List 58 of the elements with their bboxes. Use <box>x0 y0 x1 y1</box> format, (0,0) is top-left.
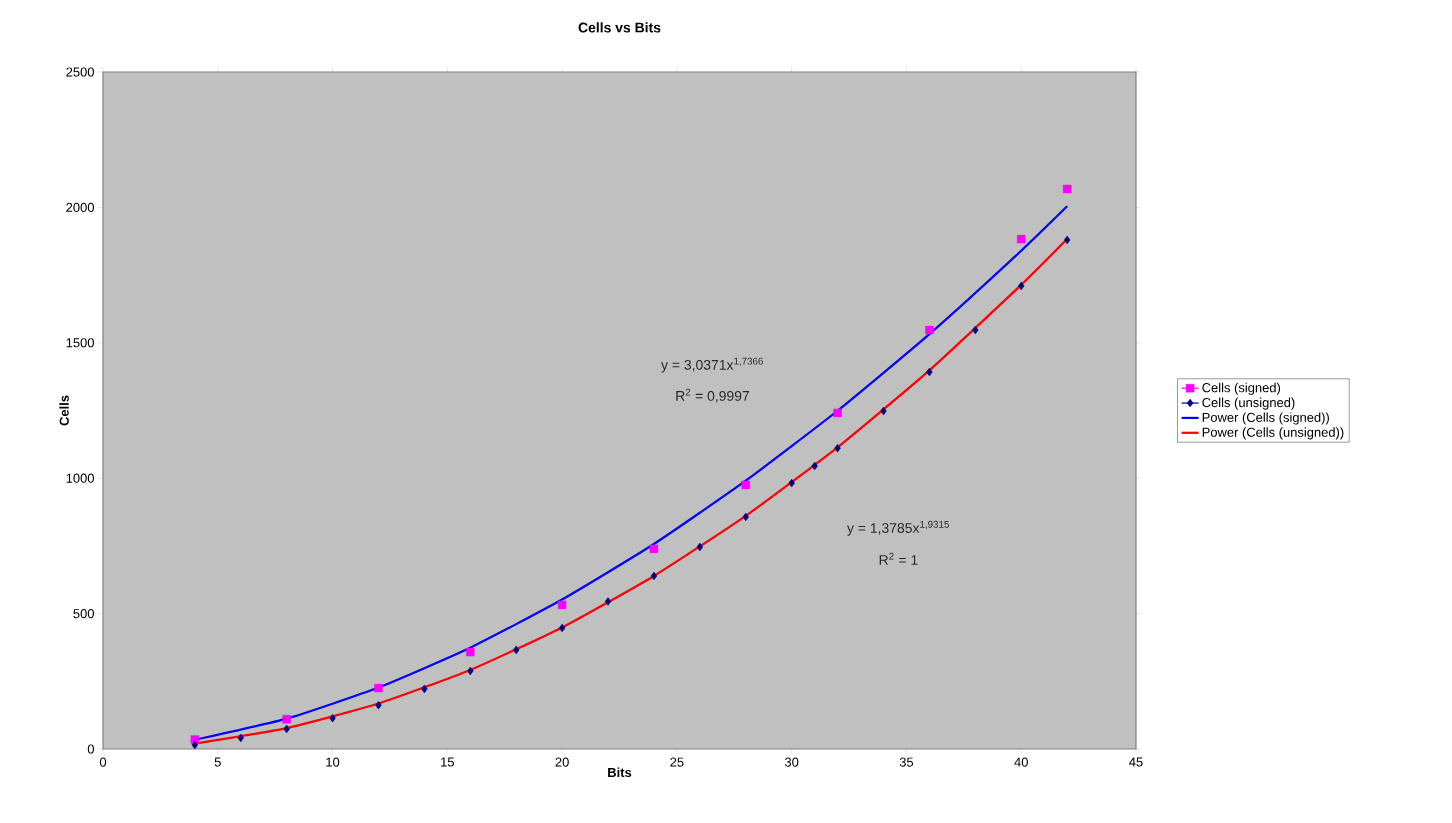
point <box>466 647 475 657</box>
x-tick-label: 30 <box>784 757 799 767</box>
point <box>834 443 841 453</box>
point <box>237 733 244 743</box>
point <box>282 715 291 724</box>
point <box>1018 281 1025 291</box>
x-tick-label: 0 <box>99 757 107 767</box>
point <box>650 571 658 581</box>
point <box>880 406 887 416</box>
point <box>649 544 659 554</box>
annotation: R$^{2}$ = 1 <box>879 552 918 565</box>
annotation: R$^{2}$ = 0,9997 <box>676 388 750 403</box>
x-tick-label: 5 <box>214 757 221 767</box>
x-tick-label: 45 <box>1129 757 1143 767</box>
y-tick-label: 1500 <box>66 338 94 348</box>
point <box>558 623 566 633</box>
point <box>1063 235 1071 245</box>
point <box>833 408 842 418</box>
point <box>191 740 199 750</box>
x-tick-label: 10 <box>326 757 340 767</box>
point <box>742 512 749 522</box>
legend-label: Power (Cells (unsigned)) <box>1202 427 1344 440</box>
point <box>283 724 290 734</box>
point <box>972 325 979 335</box>
point <box>604 597 612 606</box>
annotation: y = 3,0371x$^{1,7366}$ <box>661 357 763 373</box>
x-tick-label: 20 <box>555 757 569 767</box>
x-axis-title: Bits <box>608 767 632 778</box>
point <box>926 367 933 377</box>
point <box>375 700 382 710</box>
legend-label: Cells (unsigned) <box>1202 397 1295 410</box>
point <box>557 600 567 610</box>
point <box>374 683 383 693</box>
x-tick-label: 15 <box>441 757 454 767</box>
point <box>1017 234 1026 244</box>
point <box>421 684 428 694</box>
y-tick-label: 1000 <box>66 473 94 483</box>
annotation: y = 1,3785x$^{1,9315}$ <box>847 520 949 536</box>
point <box>696 542 704 552</box>
point <box>1062 184 1072 194</box>
point <box>811 461 818 471</box>
y-tick-label: 0 <box>87 744 94 754</box>
point <box>329 713 336 723</box>
point <box>513 645 520 655</box>
x-tick-label: 40 <box>1014 757 1028 767</box>
y-tick-label: 2500 <box>66 67 94 77</box>
chart-title: Cells vs Bits <box>578 22 661 33</box>
point <box>467 666 474 676</box>
y-tick-label: 500 <box>73 609 94 619</box>
y-tick-label: 2000 <box>66 202 94 212</box>
legend-label: Cells (signed) <box>1202 382 1281 395</box>
point <box>925 325 934 335</box>
legend-label: Power (Cells (signed)) <box>1202 412 1329 425</box>
y-axis-title: Cells <box>59 395 69 426</box>
point <box>741 480 750 490</box>
x-tick-label: 35 <box>899 757 914 767</box>
x-tick-label: 25 <box>670 757 684 767</box>
point <box>788 478 795 488</box>
